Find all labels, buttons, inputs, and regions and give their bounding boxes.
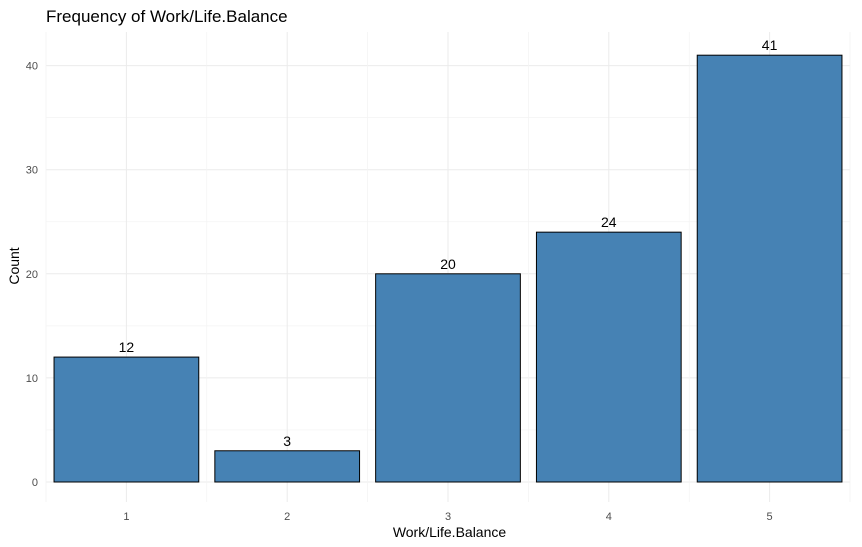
y-tick-label: 40 — [26, 61, 38, 73]
y-tick-label: 0 — [32, 477, 38, 489]
x-axis-label: Work/Life.Balance — [393, 524, 507, 540]
y-tick-label: 10 — [26, 373, 38, 385]
bar — [53, 356, 200, 483]
data-label: 41 — [762, 37, 778, 53]
data-label: 12 — [119, 339, 135, 355]
bar — [214, 450, 361, 483]
bars — [53, 54, 843, 483]
data-label: 24 — [601, 214, 617, 230]
data-labels: 12 3 20 24 41 — [119, 37, 778, 449]
x-axis-ticks: 1 2 3 4 5 — [123, 511, 772, 523]
x-tick-label: 4 — [606, 511, 612, 523]
bar — [696, 54, 843, 483]
data-label: 3 — [283, 433, 291, 449]
bar — [535, 231, 682, 483]
bar — [375, 273, 521, 483]
x-tick-label: 2 — [284, 511, 290, 523]
data-label: 20 — [440, 256, 456, 272]
x-tick-label: 1 — [123, 511, 129, 523]
chart-title: Frequency of Work/Life.Balance — [46, 7, 288, 26]
y-axis-label: Count — [6, 247, 22, 284]
x-tick-label: 5 — [767, 511, 773, 523]
y-axis-ticks: 0 10 20 30 40 — [26, 61, 38, 489]
y-tick-label: 30 — [26, 165, 38, 177]
y-tick-label: 20 — [26, 269, 38, 281]
x-tick-label: 3 — [445, 511, 451, 523]
